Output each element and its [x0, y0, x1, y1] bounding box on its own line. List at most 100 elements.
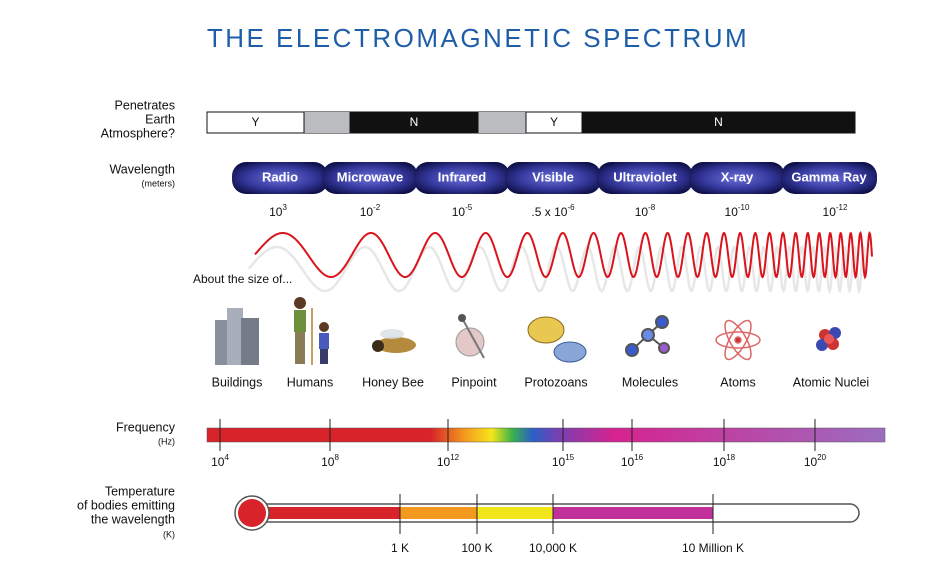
frequency-tick-label: 1012: [437, 453, 460, 469]
icon-part: [625, 343, 639, 357]
band-name: Visible: [532, 169, 574, 184]
band-pill: [414, 162, 510, 194]
icon-part: [655, 315, 669, 329]
power-exponent: -6: [567, 203, 575, 212]
row-label: Penetrates: [115, 98, 175, 112]
icon-part: [372, 340, 384, 352]
row-label: of bodies emitting: [77, 498, 175, 512]
power-base: 10: [823, 205, 837, 219]
power-base: 10: [635, 205, 649, 219]
size-object: Atomic Nuclei: [793, 375, 869, 389]
size-object: Molecules: [622, 375, 678, 389]
power-exponent: -12: [836, 203, 848, 212]
power-exponent: 16: [634, 453, 643, 462]
icon-part: [319, 333, 329, 349]
icon-part: [455, 327, 485, 357]
atmosphere-answer: Y: [251, 115, 259, 129]
size-caption: About the size of...: [193, 272, 292, 286]
frequency-tick-label: 104: [211, 453, 229, 469]
frequency-tick-label: 1016: [621, 453, 644, 469]
size-object: Protozoans: [524, 375, 587, 389]
title: THE ELECTROMAGNETIC SPECTRUM: [207, 23, 749, 53]
frequency-tick-label: 108: [321, 453, 339, 469]
power-base: 10: [452, 205, 466, 219]
icon-part: [320, 349, 328, 364]
power-exponent: 12: [450, 453, 459, 462]
thermometer-bulb-fill: [238, 499, 266, 527]
row-label: Temperature: [105, 484, 175, 498]
power-exponent: 15: [565, 453, 574, 462]
band-name: Radio: [262, 169, 298, 184]
row-label: the wavelength: [91, 512, 175, 526]
power-exponent: -5: [465, 203, 473, 212]
icon-nucleus: [816, 327, 841, 351]
icon-part: [227, 308, 243, 365]
icon-part: [724, 319, 752, 361]
band-name: Ultraviolet: [613, 169, 677, 184]
power-base: 10: [552, 455, 566, 469]
power-exponent: -2: [373, 203, 381, 212]
thermometer-fill: [252, 507, 400, 519]
band-pill: [322, 162, 418, 194]
icon-pin: [455, 314, 485, 359]
icon-part: [553, 341, 587, 363]
size-object: Honey Bee: [362, 375, 424, 389]
wavelength-value: 103: [269, 203, 287, 219]
frequency-bar: [206, 427, 886, 443]
wavelength-value: 10-10: [725, 203, 750, 219]
icon-part: [658, 342, 670, 354]
icon-part: [724, 319, 752, 361]
power-exponent: 3: [282, 203, 287, 212]
icon-protozoans: [527, 316, 587, 363]
power-base: .5 x 10: [531, 205, 567, 219]
atmosphere-answer: N: [410, 115, 419, 129]
temperature-tick-label: 1 K: [391, 541, 409, 555]
frequency-tick-label: 1018: [713, 453, 736, 469]
size-object: Pinpoint: [451, 375, 497, 389]
power-base: 10: [360, 205, 374, 219]
icon-humans: [294, 297, 329, 365]
temperature-tick-label: 10 Million K: [682, 541, 744, 555]
icon-part: [461, 317, 485, 359]
thermometer-fill: [400, 507, 477, 519]
band-pill: [689, 162, 785, 194]
icon-molecules: [625, 315, 670, 357]
temperature-tick-label: 10,000 K: [529, 541, 577, 555]
power-exponent: -8: [648, 203, 656, 212]
power-base: 10: [621, 455, 635, 469]
band-name: Gamma Ray: [791, 169, 867, 184]
power-base: 10: [804, 455, 818, 469]
wavelength-value: 10-5: [452, 203, 473, 219]
wave-shadow: [248, 244, 868, 295]
power-base: 10: [437, 455, 451, 469]
icon-part: [641, 328, 655, 342]
icon-part: [319, 322, 329, 332]
wavelength-value: 10-2: [360, 203, 381, 219]
icon-part: [215, 320, 229, 365]
band-pill: [232, 162, 328, 194]
wavelength-value: 10-8: [635, 203, 656, 219]
band-pill: [781, 162, 877, 194]
icon-part: [376, 337, 416, 353]
icon-part: [458, 314, 466, 322]
atmosphere-partial: [304, 112, 350, 133]
power-exponent: 4: [224, 453, 229, 462]
row-label: Earth: [145, 112, 175, 126]
wavelength-value: .5 x 10-6: [531, 203, 575, 219]
atmosphere-segment: [349, 111, 479, 134]
power-base: 10: [713, 455, 727, 469]
icon-part: [824, 334, 834, 344]
atmosphere-segment: [206, 111, 305, 134]
row-unit: (Hz): [158, 436, 175, 446]
icon-part: [380, 329, 404, 339]
atmosphere-partial: [478, 112, 526, 133]
power-exponent: -10: [738, 203, 750, 212]
icon-part: [294, 310, 306, 332]
size-object: Atoms: [720, 375, 755, 389]
icon-part: [241, 318, 259, 365]
power-base: 10: [269, 205, 283, 219]
frequency-tick-label: 1015: [552, 453, 575, 469]
icon-part: [295, 332, 305, 364]
